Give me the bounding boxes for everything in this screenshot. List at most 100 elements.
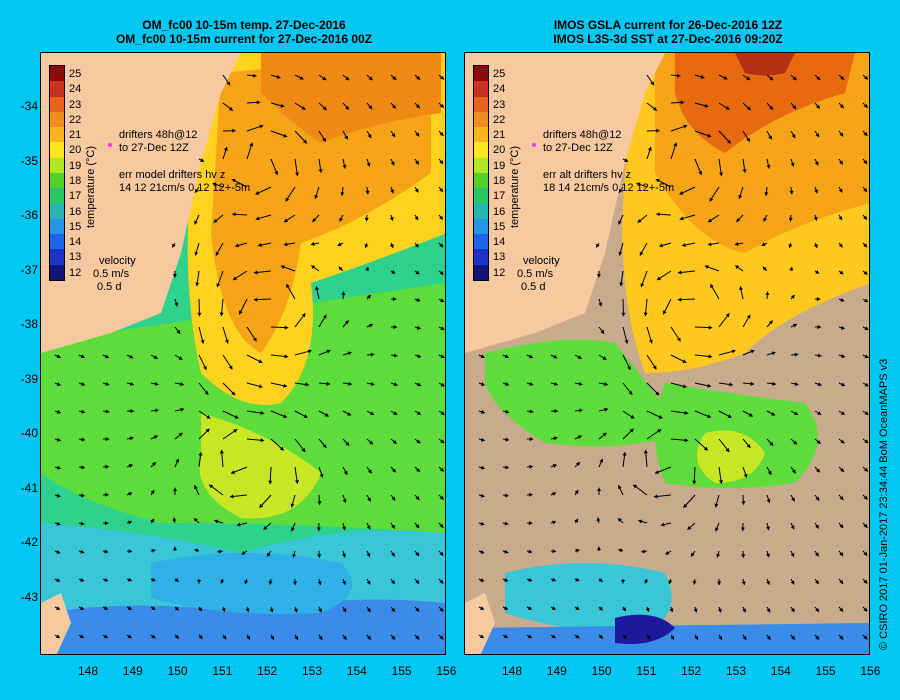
left-current-arrowhead: [268, 480, 273, 485]
right-current-arrowhead: [596, 517, 601, 522]
left-current-arrowhead: [204, 390, 209, 395]
right-current-arrowhead: [790, 580, 795, 585]
right-current-arrowhead: [723, 75, 728, 80]
left-current-arrowhead: [417, 354, 422, 358]
right-current-arrowhead: [660, 522, 665, 527]
right-current-arrowhead: [864, 75, 868, 80]
right-velocity-speed: 0.5 m/s: [517, 268, 554, 280]
left-colorbar-label: 21: [69, 129, 82, 142]
right-current-arrowhead: [643, 312, 648, 317]
right-current-arrowhead: [575, 548, 580, 553]
left-current-arrowhead: [232, 212, 236, 217]
right-current-arrowhead: [683, 124, 688, 129]
left-err-note: err model drifters hv z 14 12 21cm/s 0.1…: [119, 169, 250, 195]
left-current-arrowhead: [416, 75, 421, 80]
left-current-arrowhead: [344, 135, 348, 140]
right-current-arrowhead: [792, 76, 797, 81]
right-current-arrowhead: [840, 297, 845, 302]
right-current-arrowhead: [480, 382, 485, 386]
left-current-arrowhead: [307, 349, 312, 354]
right-current-arrowhead: [789, 266, 794, 271]
right-current-arrowhead: [552, 520, 556, 525]
left-current-arrowhead: [416, 325, 421, 330]
left-current-arrowhead: [322, 314, 327, 319]
left-colorbar-label: 14: [69, 236, 82, 249]
right-current-arrowhead: [771, 411, 776, 416]
left-current-arrowhead: [266, 552, 271, 557]
right-current-arrowhead: [646, 635, 651, 640]
left-colorbar-segment: [50, 218, 64, 235]
left-colorbar-title: temperature (°C): [85, 145, 97, 228]
left-current-arrowhead: [81, 437, 86, 442]
right-current-arrowhead: [840, 467, 844, 472]
left-colorbar-label: 19: [69, 159, 82, 172]
right-drifter-marker: [532, 143, 536, 147]
left-current-arrowhead: [370, 381, 375, 387]
right-colorbar-segment: [474, 66, 488, 82]
left-current-arrowhead: [318, 608, 322, 613]
right-current-arrowhead: [645, 607, 650, 612]
left-current-arrowhead: [339, 217, 344, 222]
latitude-tick-label: -41: [20, 480, 38, 495]
left-current-arrowhead: [347, 411, 352, 416]
right-current-arrowhead: [839, 635, 844, 640]
right-current-arrowhead: [575, 577, 580, 582]
left-current-arrowhead: [151, 548, 156, 553]
right-current-arrowhead: [504, 521, 509, 526]
right-current-arrowhead: [633, 484, 638, 489]
left-current-arrowhead: [258, 243, 262, 248]
left-current-arrowhead: [283, 133, 288, 138]
left-current-arrowhead: [246, 635, 250, 640]
left-current-arrowhead: [180, 382, 184, 387]
right-current-arrowhead: [707, 414, 711, 419]
right-current-arrowhead: [503, 634, 508, 638]
left-current-arrowhead: [104, 521, 109, 526]
left-current-arrowhead: [253, 297, 258, 302]
left-current-arrowhead: [440, 354, 445, 359]
right-current-arrowhead: [574, 518, 578, 523]
left-colorbar-label: 12: [69, 266, 82, 279]
right-current-arrowhead: [669, 608, 674, 613]
right-current-arrowhead: [676, 73, 681, 78]
right-current-arrowhead: [790, 294, 795, 299]
left-current-arrowhead: [103, 634, 108, 638]
right-current-arrowhead: [704, 265, 709, 269]
left-current-arrowhead: [129, 381, 134, 386]
left-current-arrowhead: [284, 325, 289, 330]
left-current-arrowhead: [56, 549, 61, 554]
left-current-arrowhead: [232, 128, 236, 133]
left-err-line1: err model drifters hv z: [119, 169, 226, 181]
right-current-arrowhead: [792, 105, 797, 110]
left-current-arrowhead: [439, 243, 444, 248]
left-current-arrowhead: [439, 579, 444, 584]
left-map-svg: [41, 53, 445, 654]
left-current-arrowhead: [416, 467, 420, 472]
left-current-arrowhead: [193, 518, 198, 523]
left-current-arrowhead: [292, 553, 297, 558]
left-current-arrowhead: [439, 270, 444, 275]
right-current-arrowhead: [687, 525, 692, 530]
right-current-arrowhead: [736, 218, 741, 223]
right-current-arrowhead: [620, 580, 626, 584]
right-current-arrowhead: [704, 103, 709, 108]
left-current-arrowhead: [241, 550, 246, 555]
left-current-arrowhead: [415, 579, 420, 584]
right-current-arrowhead: [504, 493, 509, 498]
right-current-arrowhead: [816, 439, 821, 444]
right-current-arrowhead: [840, 325, 845, 330]
left-current-arrowhead: [231, 178, 236, 183]
latitude-tick-label: -37: [20, 262, 38, 277]
right-longitude-tick-label: 148: [501, 664, 523, 678]
right-current-arrowhead: [717, 608, 722, 613]
left-colorbar-label: 16: [69, 205, 82, 218]
left-current-arrowhead: [290, 527, 295, 532]
left-current-arrowhead: [128, 549, 133, 554]
left-colorbar-segment: [50, 66, 64, 82]
right-colorbar-segment: [474, 81, 488, 98]
right-current-arrowhead: [647, 146, 652, 151]
right-current-arrowhead: [815, 552, 819, 557]
right-current-arrowhead: [864, 298, 869, 303]
right-current-arrowhead: [703, 446, 708, 451]
right-colorbar-label: 24: [493, 83, 506, 96]
right-current-arrowhead: [788, 244, 793, 248]
